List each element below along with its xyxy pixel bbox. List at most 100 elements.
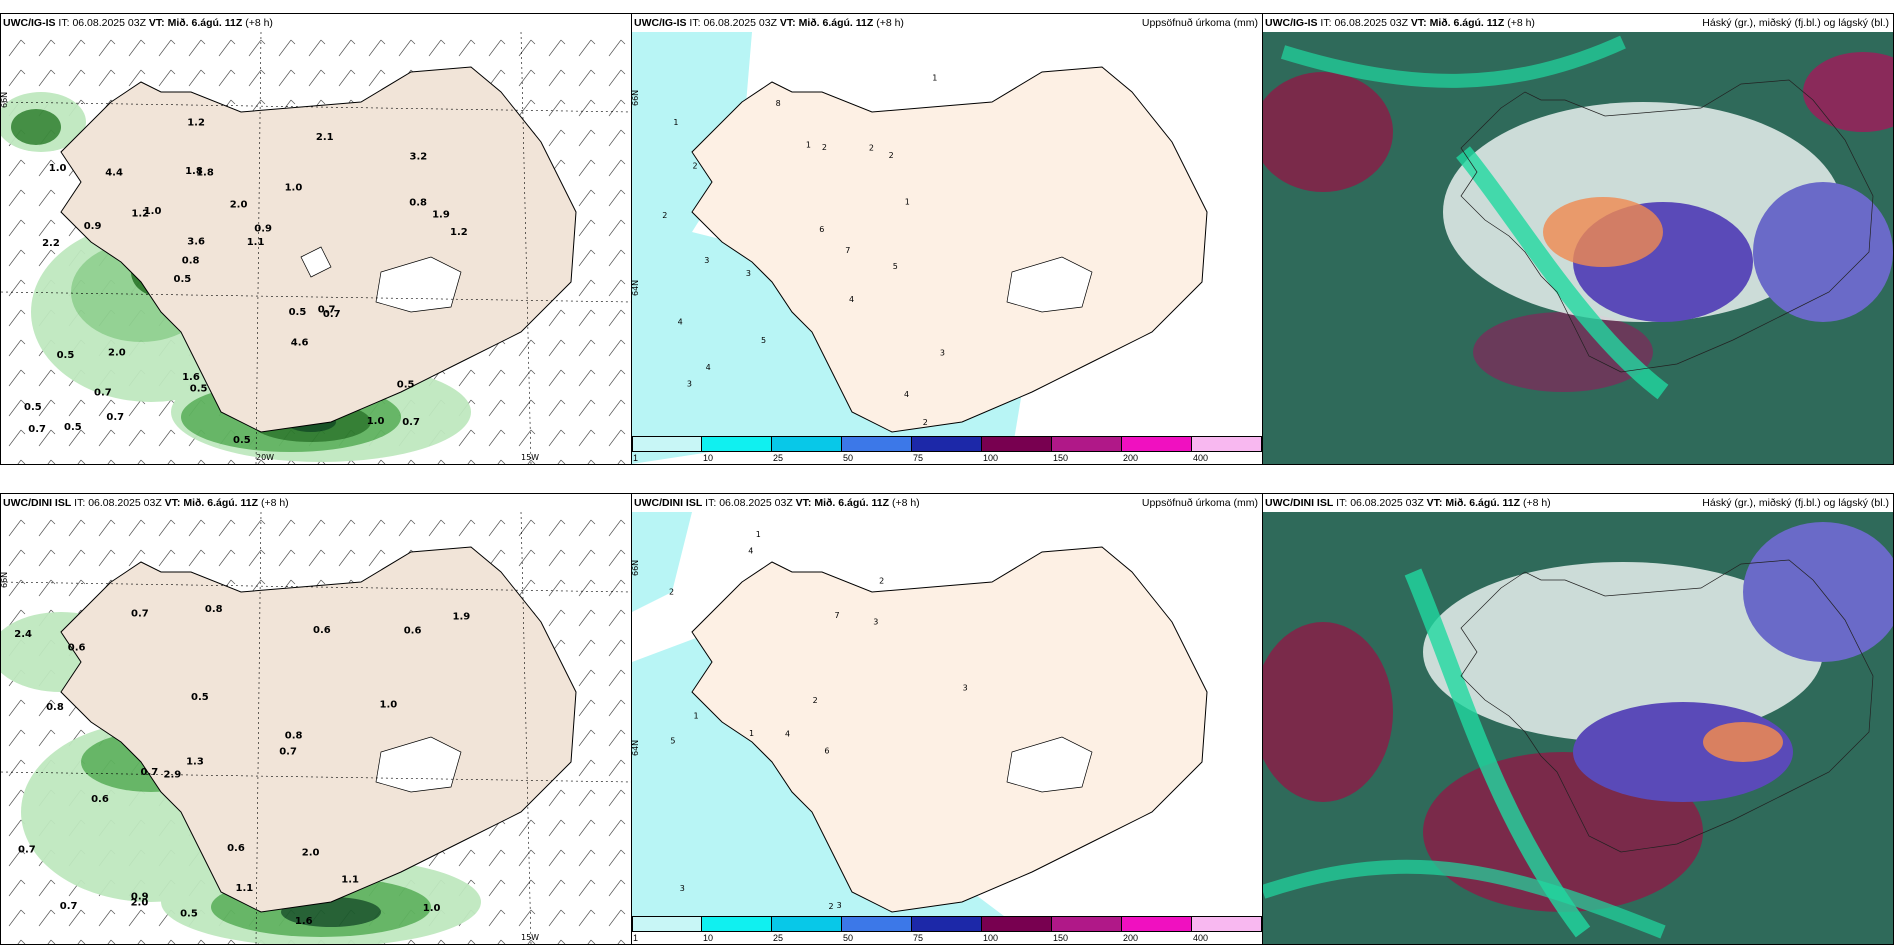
legend-label: 75: [913, 933, 924, 943]
value-label: 1.8: [196, 167, 214, 178]
value-label: 5: [670, 736, 675, 745]
svg-text:64N: 64N: [632, 740, 640, 756]
value-label: 1: [932, 74, 937, 83]
legend-label: 10: [703, 453, 714, 463]
wind-map: 66N 15W 0.5 1.6 0.9 1.1 0.7 0.6 0.7 1.0 0.8 0.5 0.…: [1, 512, 631, 944]
legend-label: 25: [773, 453, 784, 463]
value-label: 0.8: [285, 731, 303, 742]
value-label: 1.2: [131, 209, 149, 220]
value-label: 3: [940, 349, 945, 358]
legend-label: 1: [633, 933, 639, 943]
value-label: 0.5: [180, 908, 198, 919]
value-label: 0.8: [46, 702, 64, 713]
legend-swatch: [912, 436, 982, 452]
value-label: 2: [923, 418, 928, 427]
value-label: 0.6: [227, 843, 245, 854]
cloud-title: Háský (gr.), miðský (fj.bl.) og lágský (…: [1702, 17, 1889, 29]
value-label: 0.7: [106, 412, 124, 423]
panel-dini-wind: UWC/DINI ISL IT: 06.08.2025 03Z VT: Mið.…: [0, 493, 632, 945]
value-label: 1.1: [236, 883, 254, 894]
value-label: 1.0: [367, 416, 385, 427]
legend-swatch: [842, 436, 912, 452]
legend-swatch: [1122, 436, 1192, 452]
value-label: 0.7: [323, 309, 341, 320]
legend-swatch: [772, 436, 842, 452]
value-label: 0.7: [28, 424, 46, 435]
legend-swatch: [1052, 916, 1122, 932]
panel-dini-precip: UWC/DINI ISL IT: 06.08.2025 03Z VT: Mið.…: [631, 493, 1263, 945]
panel-ig-precip: UWC/IG-IS IT: 06.08.2025 03Z VT: Mið. 6.…: [631, 13, 1263, 465]
panel-title: UWC/DINI ISL IT: 06.08.2025 03Z VT: Mið.…: [634, 497, 920, 509]
value-label: 3: [704, 256, 709, 265]
legend-swatch: [1122, 916, 1192, 932]
value-label: 3.6: [187, 236, 205, 247]
value-label: 1: [806, 140, 811, 149]
panel-title: UWC/IG-IS IT: 06.08.2025 03Z VT: Mið. 6.…: [3, 17, 273, 29]
value-label: 0.7: [279, 747, 297, 758]
value-label: 0.8: [409, 198, 427, 209]
value-label: 1.9: [432, 209, 450, 220]
value-label: 1.0: [380, 699, 398, 710]
legend-swatch: [912, 916, 982, 932]
panel-title: UWC/DINI ISL IT: 06.08.2025 03Z VT: Mið.…: [3, 497, 289, 509]
panel-ig-cloud: UWC/IG-IS IT: 06.08.2025 03Z VT: Mið. 6.…: [1262, 13, 1894, 465]
value-label: 2.2: [42, 238, 60, 249]
value-label: 0.7: [318, 305, 336, 316]
legend-swatch: [702, 436, 772, 452]
value-label: 0.6: [313, 625, 331, 636]
value-label: 0.8: [182, 256, 200, 267]
value-label: 2.0: [131, 898, 149, 909]
svg-text:66N: 66N: [632, 560, 640, 576]
value-label: 7: [845, 246, 850, 255]
svg-text:20W: 20W: [256, 453, 274, 462]
legend-label: 100: [983, 933, 999, 943]
panel-ig-wind: UWC/IG-IS IT: 06.08.2025 03Z VT: Mið. 6.…: [0, 13, 632, 465]
legend-swatch: [1192, 436, 1262, 452]
value-label: 0.5: [190, 384, 208, 395]
legend-label: 150: [1053, 453, 1069, 463]
value-label: 1.0: [144, 206, 162, 217]
value-label: 1.8: [185, 166, 203, 177]
value-label: 2: [669, 587, 674, 596]
legend-swatch: [982, 436, 1052, 452]
value-label: 0.5: [64, 422, 82, 433]
value-label: 0.9: [254, 224, 272, 235]
legend-swatch: [842, 916, 912, 932]
value-label: 2.0: [302, 847, 320, 858]
value-label: 0.5: [24, 402, 42, 413]
value-label: 0.7: [402, 417, 420, 428]
value-label: 1.9: [453, 611, 471, 622]
value-label: 4.6: [291, 338, 309, 349]
legend-label: 25: [773, 933, 784, 943]
legend-swatch: [772, 916, 842, 932]
legend-label: 200: [1123, 933, 1139, 943]
value-label: 4: [748, 547, 753, 556]
panel-title: UWC/IG-IS IT: 06.08.2025 03Z VT: Mið. 6.…: [1265, 17, 1535, 29]
panel-dini-cloud: UWC/DINI ISL IT: 06.08.2025 03Z VT: Mið.…: [1262, 493, 1894, 945]
svg-text:15W: 15W: [521, 453, 539, 462]
value-label: 0.7: [141, 767, 159, 778]
value-label: 2: [813, 696, 818, 705]
value-label: 1.0: [285, 183, 303, 194]
legend-swatch: [632, 436, 702, 452]
precip-title: Uppsöfnuð úrkoma (mm): [1141, 497, 1258, 509]
value-label: 4: [904, 390, 909, 399]
value-label: 2: [869, 143, 874, 152]
value-label: 1.1: [247, 237, 265, 248]
value-label: 1.2: [450, 227, 468, 238]
legend-swatch: [632, 916, 702, 932]
value-label: 0.5: [233, 435, 251, 446]
legend-label: 100: [983, 453, 999, 463]
legend-label: 400: [1193, 453, 1209, 463]
value-label: 2: [822, 143, 827, 152]
value-label: 0.7: [131, 609, 149, 620]
value-label: 6: [824, 747, 829, 756]
value-label: 2: [662, 211, 667, 220]
value-label: 4.4: [105, 168, 123, 179]
value-label: 1: [749, 729, 754, 738]
legend-label: 200: [1123, 453, 1139, 463]
value-label: 0.7: [60, 901, 78, 912]
precip-legend: 1 10 25 50 75 100 150 200 400: [632, 434, 1262, 464]
legend-swatch: [982, 916, 1052, 932]
